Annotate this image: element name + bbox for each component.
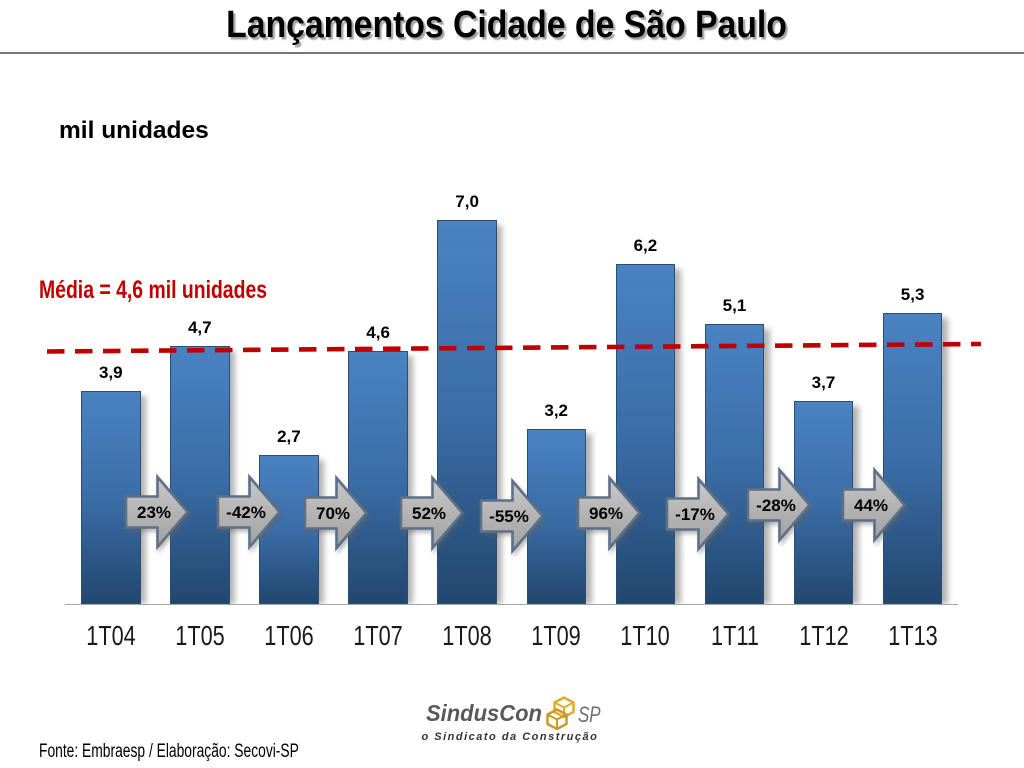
svg-text:-55%: -55% bbox=[490, 507, 530, 526]
svg-text:52%: 52% bbox=[412, 504, 446, 523]
svg-text:70%: 70% bbox=[316, 504, 350, 523]
svg-text:-42%: -42% bbox=[226, 503, 266, 522]
svg-text:-17%: -17% bbox=[676, 505, 716, 524]
svg-text:44%: 44% bbox=[854, 496, 888, 515]
svg-text:-28%: -28% bbox=[756, 496, 796, 515]
svg-text:96%: 96% bbox=[589, 504, 623, 523]
svg-text:23%: 23% bbox=[137, 503, 171, 522]
